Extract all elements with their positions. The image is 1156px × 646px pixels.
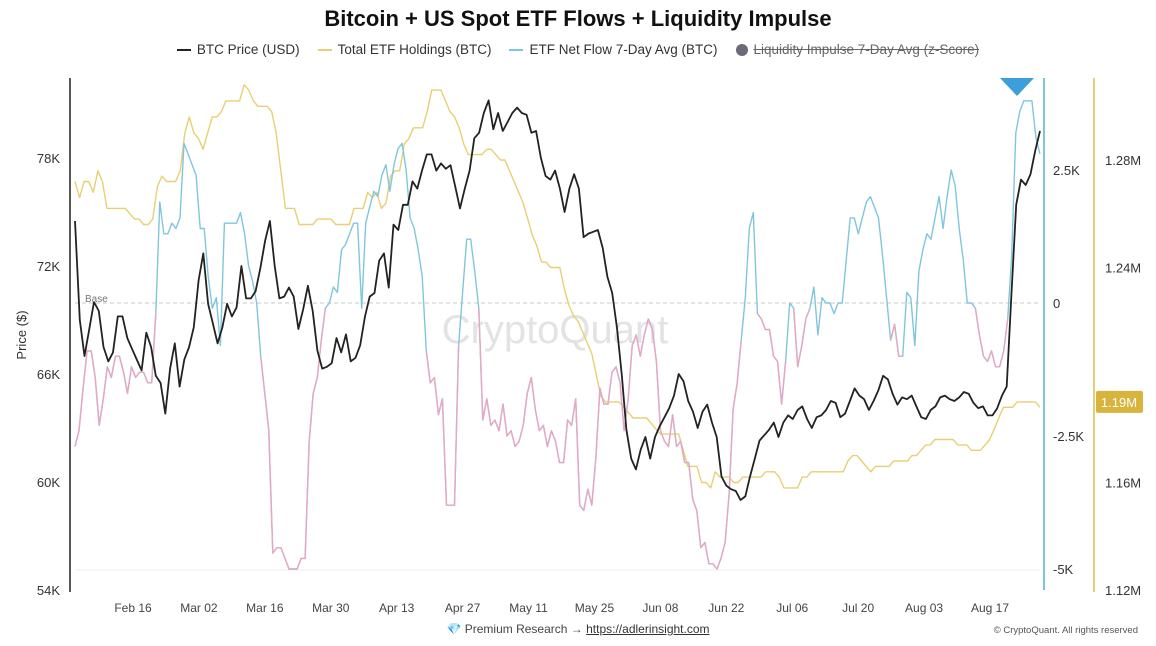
series-line-holdings <box>74 84 1041 489</box>
x-tick-label: Apr 13 <box>379 601 415 615</box>
netflow-tick-label: 2.5K <box>1053 163 1080 178</box>
legend-item-liquidity-impulse[interactable]: Liquidity Impulse 7-Day Avg (z-Score) <box>735 42 980 57</box>
legend-item-btc-price[interactable]: BTC Price (USD) <box>176 42 300 57</box>
series-line-netflow-negative <box>425 345 460 506</box>
holdings-tick-label: 1.12M <box>1105 583 1141 598</box>
holdings-tick-label: 1.28M <box>1105 153 1141 168</box>
price-axis-title: Price ($) <box>14 310 29 359</box>
legend-item-etf-netflow[interactable]: ETF Net Flow 7-Day Avg (BTC) <box>509 42 718 57</box>
series-line-netflow-negative <box>756 313 787 405</box>
series-layer <box>74 84 1041 570</box>
netflow-tick-label: -2.5K <box>1053 429 1084 444</box>
series-line-price <box>74 99 1041 501</box>
x-tick-label: Jun 22 <box>708 601 744 615</box>
series-line-netflow-negative <box>478 308 742 570</box>
netflow-tick-label: 0 <box>1053 296 1060 311</box>
marker-triangle-icon <box>1000 78 1034 96</box>
legend-label-etf-holdings: Total ETF Holdings (BTC) <box>337 42 492 57</box>
price-tick-label: 78K <box>37 151 60 166</box>
series-line-netflow-negative <box>74 313 157 447</box>
x-tick-label: Apr 27 <box>445 601 481 615</box>
price-tick-label: 60K <box>37 475 60 490</box>
legend: BTC Price (USD) Total ETF Holdings (BTC)… <box>0 42 1156 57</box>
price-tick-label: 54K <box>37 583 60 598</box>
x-tick-label: Aug 03 <box>905 601 943 615</box>
series-line-netflow-negative <box>889 323 903 357</box>
grid-layer <box>75 302 1040 571</box>
x-tick-label: Feb 16 <box>114 601 152 615</box>
legend-label-etf-netflow: ETF Net Flow 7-Day Avg (BTC) <box>529 42 718 57</box>
x-tick-label: Aug 17 <box>971 601 1009 615</box>
price-tick-label: 72K <box>37 259 60 274</box>
legend-item-etf-holdings[interactable]: Total ETF Holdings (BTC) <box>317 42 492 57</box>
chart-title: Bitcoin + US Spot ETF Flows + Liquidity … <box>324 6 832 31</box>
footer-link[interactable]: https://adlerinsight.com <box>586 622 710 636</box>
footer-research-text: Premium Research → <box>464 622 583 636</box>
gem-icon: 💎 <box>446 622 462 636</box>
holdings-tick-label: 1.16M <box>1105 476 1141 491</box>
x-tick-label: Mar 16 <box>246 601 284 615</box>
watermark: CryptoQuant <box>442 308 669 352</box>
legend-dot-icon <box>735 43 748 56</box>
legend-swatch-btc-price <box>176 48 191 51</box>
base-label: Base <box>85 294 108 305</box>
holdings-current-label: 1.19M <box>1101 395 1137 410</box>
price-tick-label: 66K <box>37 367 60 382</box>
series-line-netflow-negative <box>793 308 811 368</box>
footer-copyright: © CryptoQuant. All rights reserved <box>993 625 1138 636</box>
legend-label-liquidity-impulse: Liquidity Impulse 7-Day Avg (z-Score) <box>753 42 980 57</box>
holdings-tick-label: 1.24M <box>1105 261 1141 276</box>
netflow-tick-label: -5K <box>1053 562 1074 577</box>
series-line-netflow-negative <box>974 308 1009 368</box>
legend-swatch-etf-netflow <box>509 48 524 51</box>
x-tick-label: Jun 08 <box>642 601 678 615</box>
x-tick-label: May 11 <box>509 601 548 615</box>
legend-swatch-etf-holdings <box>317 48 332 51</box>
x-tick-label: Jul 06 <box>776 601 808 615</box>
x-tick-label: Mar 02 <box>180 601 218 615</box>
footer-research: 💎 Premium Research → https://adlerinsigh… <box>0 622 1156 636</box>
legend-label-btc-price: BTC Price (USD) <box>196 42 300 57</box>
x-tick-label: Mar 30 <box>312 601 350 615</box>
series-line-netflow-negative <box>260 308 326 570</box>
axis-layer: 54K 60K 66K 72K 78K Price ($) -5K -2.5K 0 2.5K 1.1… <box>14 78 1143 615</box>
x-tick-label: Jul 20 <box>842 601 874 615</box>
x-tick-label: May 25 <box>575 601 615 615</box>
holdings-current-badge <box>1096 390 1143 413</box>
